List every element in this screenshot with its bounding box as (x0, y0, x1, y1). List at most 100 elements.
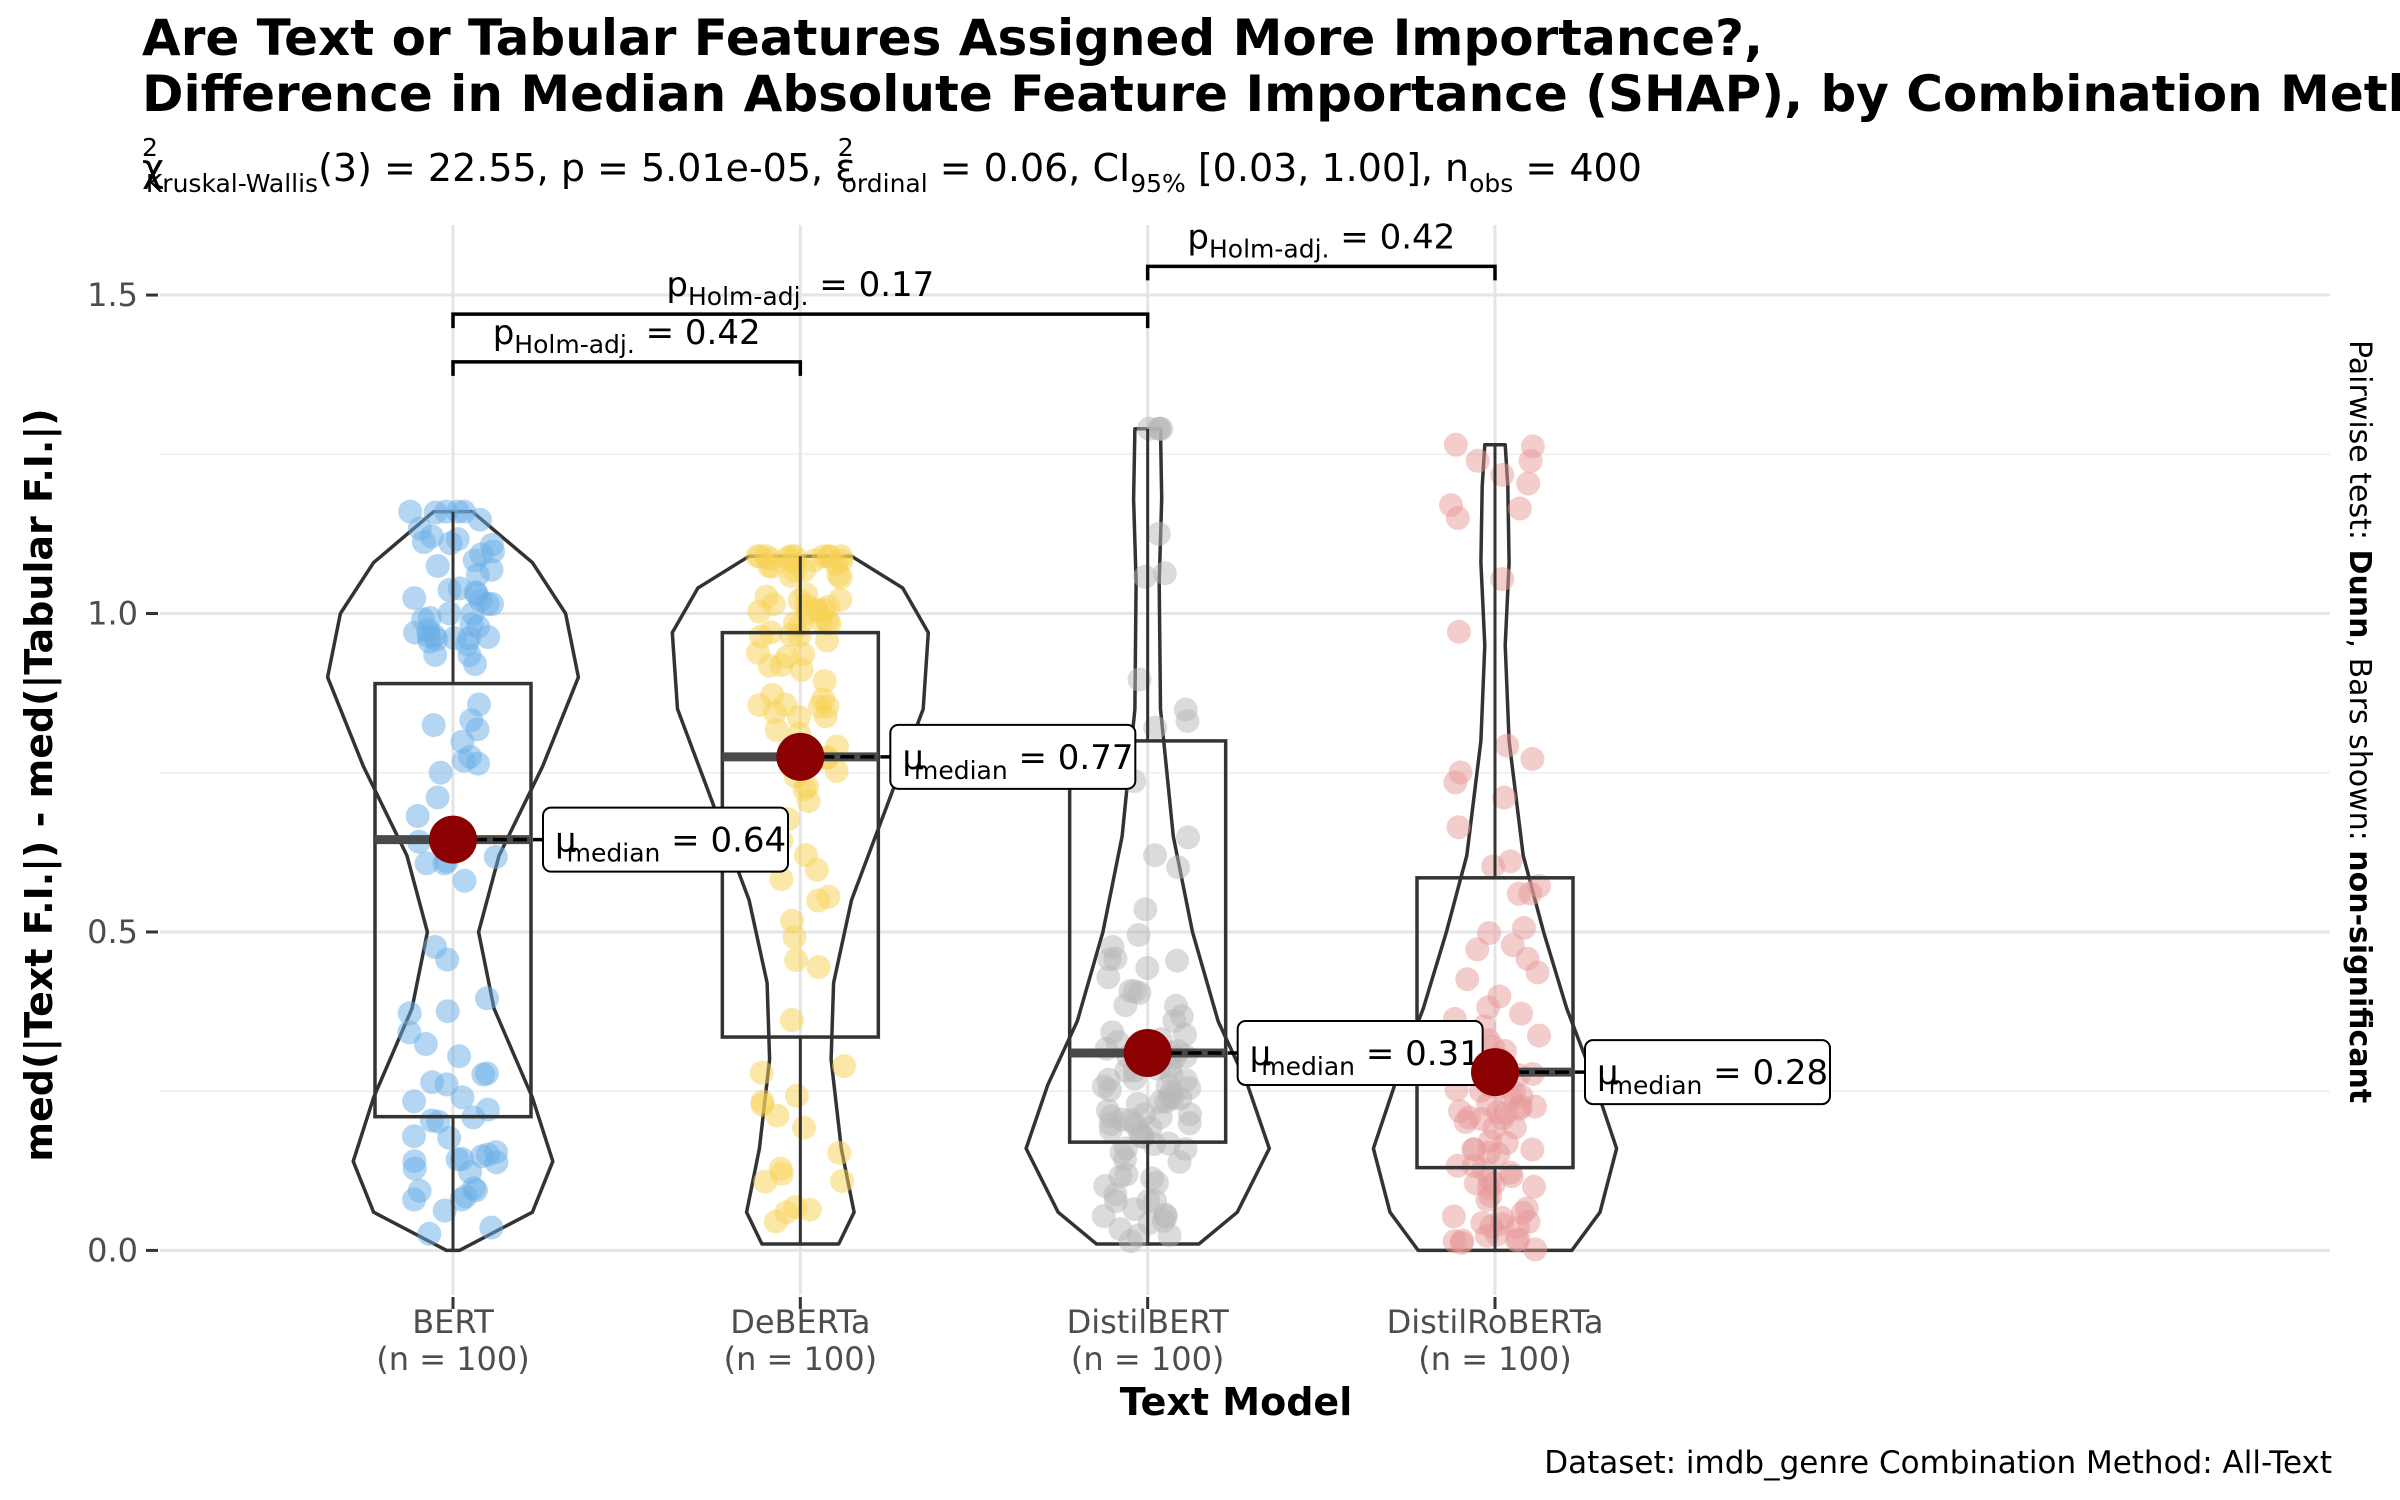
data-point (428, 760, 453, 785)
data-point (1152, 561, 1177, 586)
data-point (432, 1198, 457, 1223)
data-point (468, 507, 492, 532)
data-point (452, 868, 477, 893)
data-point (1498, 849, 1523, 874)
y-axis-label: med(|Text F.I.|) - med(|Tabular F.I.|) (17, 408, 62, 1161)
data-point (1518, 449, 1543, 473)
data-point (1506, 1215, 1531, 1240)
data-point (779, 623, 804, 648)
data-point (1165, 948, 1190, 973)
data-point (784, 948, 809, 972)
data-point (421, 713, 446, 738)
comparison-bracket (451, 312, 1150, 329)
data-point (1439, 493, 1463, 518)
data-point (438, 531, 463, 556)
data-point (1100, 1020, 1125, 1045)
data-point (806, 955, 831, 979)
y-tick-label: 1.0 (87, 595, 138, 633)
data-point (832, 1054, 857, 1079)
data-point (1091, 1204, 1116, 1229)
data-point (769, 867, 794, 892)
comparison-bracket (1145, 264, 1497, 281)
data-point (749, 1060, 774, 1085)
chart-title-line2: Difference in Median Absolute Feature Im… (142, 65, 2400, 123)
data-point (1097, 1078, 1122, 1103)
x-tick-label: DeBERTa (730, 1303, 870, 1341)
data-point (1499, 1164, 1524, 1189)
data-point (830, 1169, 855, 1193)
comparison-label: pHolm-adj. = 0.17 (666, 265, 934, 311)
data-point (1135, 956, 1160, 980)
data-point (1096, 965, 1121, 990)
x-tick-n-label: (n = 100) (1418, 1340, 1571, 1378)
y-tick-label: 0.5 (87, 913, 138, 951)
data-point (747, 693, 772, 718)
data-point (765, 1103, 790, 1128)
data-point (1477, 1175, 1501, 1200)
data-point (1133, 564, 1158, 589)
median-label-box (889, 723, 1137, 790)
data-point (450, 1085, 475, 1110)
data-point (764, 717, 789, 742)
side-label: Pairwise test: Dunn, Bars shown: non-sig… (2342, 340, 2377, 1103)
median-label: μmedian = 0.64 (555, 821, 786, 868)
comparison-label: pHolm-adj. = 0.42 (1187, 217, 1455, 263)
data-point (425, 785, 450, 810)
data-point (1177, 1111, 1202, 1136)
data-point (1527, 1023, 1551, 1048)
data-point (789, 657, 814, 682)
median-point (776, 732, 825, 781)
data-point (783, 1195, 808, 1220)
data-point (769, 653, 794, 677)
data-point (1122, 1197, 1147, 1222)
data-point (1108, 1164, 1133, 1189)
data-point (1103, 946, 1128, 971)
data-point (423, 500, 448, 525)
data-point (802, 548, 827, 573)
data-point (816, 884, 841, 909)
data-point (1443, 432, 1468, 457)
data-point (419, 1108, 444, 1133)
data-point (1176, 825, 1200, 850)
data-point (773, 692, 798, 717)
data-point (1520, 1137, 1545, 1162)
data-point (1507, 496, 1532, 521)
data-point (1442, 1229, 1467, 1254)
data-point (459, 708, 484, 733)
data-point (411, 607, 436, 632)
data-point (481, 539, 505, 564)
data-point (1140, 1166, 1165, 1191)
data-point (1122, 1112, 1147, 1137)
data-point (425, 554, 450, 578)
data-point (447, 1044, 472, 1069)
data-point (397, 1001, 422, 1026)
data-point (1525, 960, 1550, 985)
x-tick-n-label: (n = 100) (724, 1340, 877, 1378)
data-point (437, 601, 462, 626)
data-point (779, 1008, 804, 1032)
data-point (770, 1161, 794, 1186)
data-point (407, 1178, 432, 1203)
data-point (1492, 785, 1517, 810)
data-point (1441, 1204, 1466, 1229)
data-point (402, 1124, 426, 1149)
data-point (758, 547, 783, 572)
data-point (1516, 471, 1541, 496)
data-point (1506, 881, 1531, 906)
x-tick-label: DistilRoBERTa (1387, 1303, 1604, 1341)
data-point (1166, 855, 1191, 880)
data-point (405, 804, 430, 828)
data-point (462, 548, 487, 573)
data-point (417, 629, 442, 654)
comparison-label: pHolm-adj. = 0.42 (493, 313, 761, 359)
data-point (1143, 843, 1167, 868)
data-point (1157, 1223, 1182, 1248)
data-point (1095, 1098, 1120, 1123)
data-point (1127, 667, 1152, 692)
median-label-box (542, 806, 789, 873)
data-point (435, 947, 460, 972)
data-point (1522, 1174, 1546, 1199)
data-point (779, 544, 804, 569)
